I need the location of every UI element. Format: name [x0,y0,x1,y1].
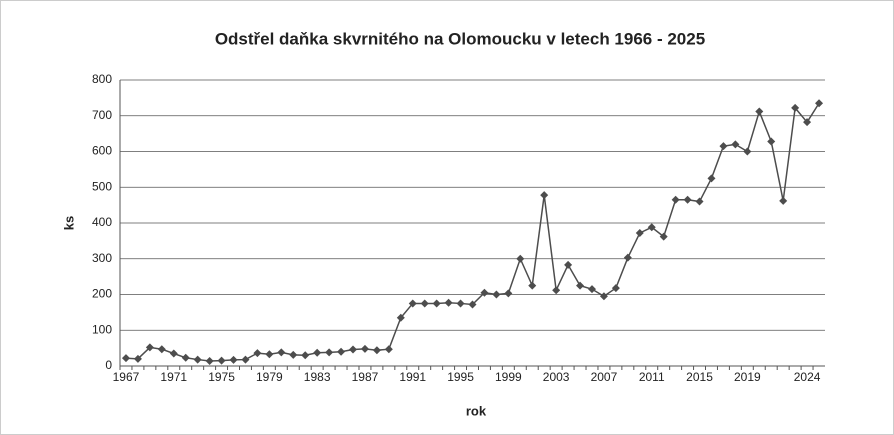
data-point [157,345,166,354]
data-point [241,355,250,364]
data-point [253,349,262,358]
data-point [313,348,322,357]
y-tick-label: 0 [105,358,112,372]
data-point [587,285,596,294]
data-point [599,292,608,301]
data-point [516,254,525,263]
x-tick-label: 1991 [399,370,426,384]
x-tick-label: 1987 [352,370,379,384]
x-tick-label: 1975 [208,370,235,384]
data-point [301,351,310,360]
data-point [671,195,680,204]
x-tick-label: 1979 [256,370,283,384]
x-tick-label: 2011 [639,370,665,384]
data-point [181,353,190,362]
data-point [337,347,346,356]
x-tick-label: 2024 [794,370,821,384]
y-tick-label: 200 [92,287,112,301]
x-tick-label: 2007 [591,370,618,384]
data-point [444,298,453,307]
data-point [229,355,238,364]
y-tick-label: 100 [92,322,112,336]
data-point [540,191,549,200]
y-tick-label: 400 [92,215,112,229]
data-point [767,137,776,146]
x-tick-label: 1999 [495,370,522,384]
data-point [564,260,573,269]
x-tick-label: 1967 [113,370,140,384]
data-point [528,281,537,290]
data-point [492,290,501,299]
y-tick-label: 700 [92,108,112,122]
data-point [731,140,740,149]
data-point [743,147,752,156]
data-point [169,349,178,358]
data-point [611,284,620,293]
data-point [552,286,561,295]
data-point [349,345,358,354]
y-axis-title: ks [61,216,76,230]
data-point [468,300,477,309]
x-tick-label: 1995 [447,370,474,384]
data-point [360,344,369,353]
data-point [396,313,405,322]
data-point [815,99,824,108]
data-point [695,197,704,206]
data-point [504,289,513,298]
data-point [576,281,585,290]
data-point [217,356,226,365]
chart-title: Odstřel daňka skvrnitého na Olomoucku v … [215,29,705,48]
x-tick-label: 2015 [686,370,713,384]
data-point [623,253,632,262]
x-tick-label: 1971 [160,370,187,384]
x-tick-label: 1983 [304,370,331,384]
data-point [803,118,812,127]
data-point [145,343,154,352]
data-point [719,142,728,151]
data-point [456,299,465,308]
y-tick-label: 800 [92,72,112,86]
data-point [289,350,298,359]
data-point [265,350,274,359]
data-point [325,348,334,357]
data-point [659,232,668,241]
data-point [205,356,214,365]
data-point [432,299,441,308]
data-point [372,346,381,355]
y-tick-label: 500 [92,179,112,193]
data-point [779,196,788,205]
data-point [420,299,429,308]
data-point [193,355,202,364]
data-point [277,348,286,357]
data-point [707,174,716,183]
data-point [755,107,764,116]
x-tick-label: 2003 [543,370,570,384]
data-point [791,103,800,112]
data-point [121,354,130,363]
x-axis-title: rok [466,403,487,418]
data-point [635,229,644,238]
x-tick-label: 2019 [734,370,761,384]
y-tick-label: 300 [92,251,112,265]
data-point [384,345,393,354]
data-point [647,223,656,232]
data-point [480,288,489,297]
data-point [683,195,692,204]
data-point [408,299,417,308]
y-tick-label: 600 [92,144,112,158]
data-point [133,354,142,363]
